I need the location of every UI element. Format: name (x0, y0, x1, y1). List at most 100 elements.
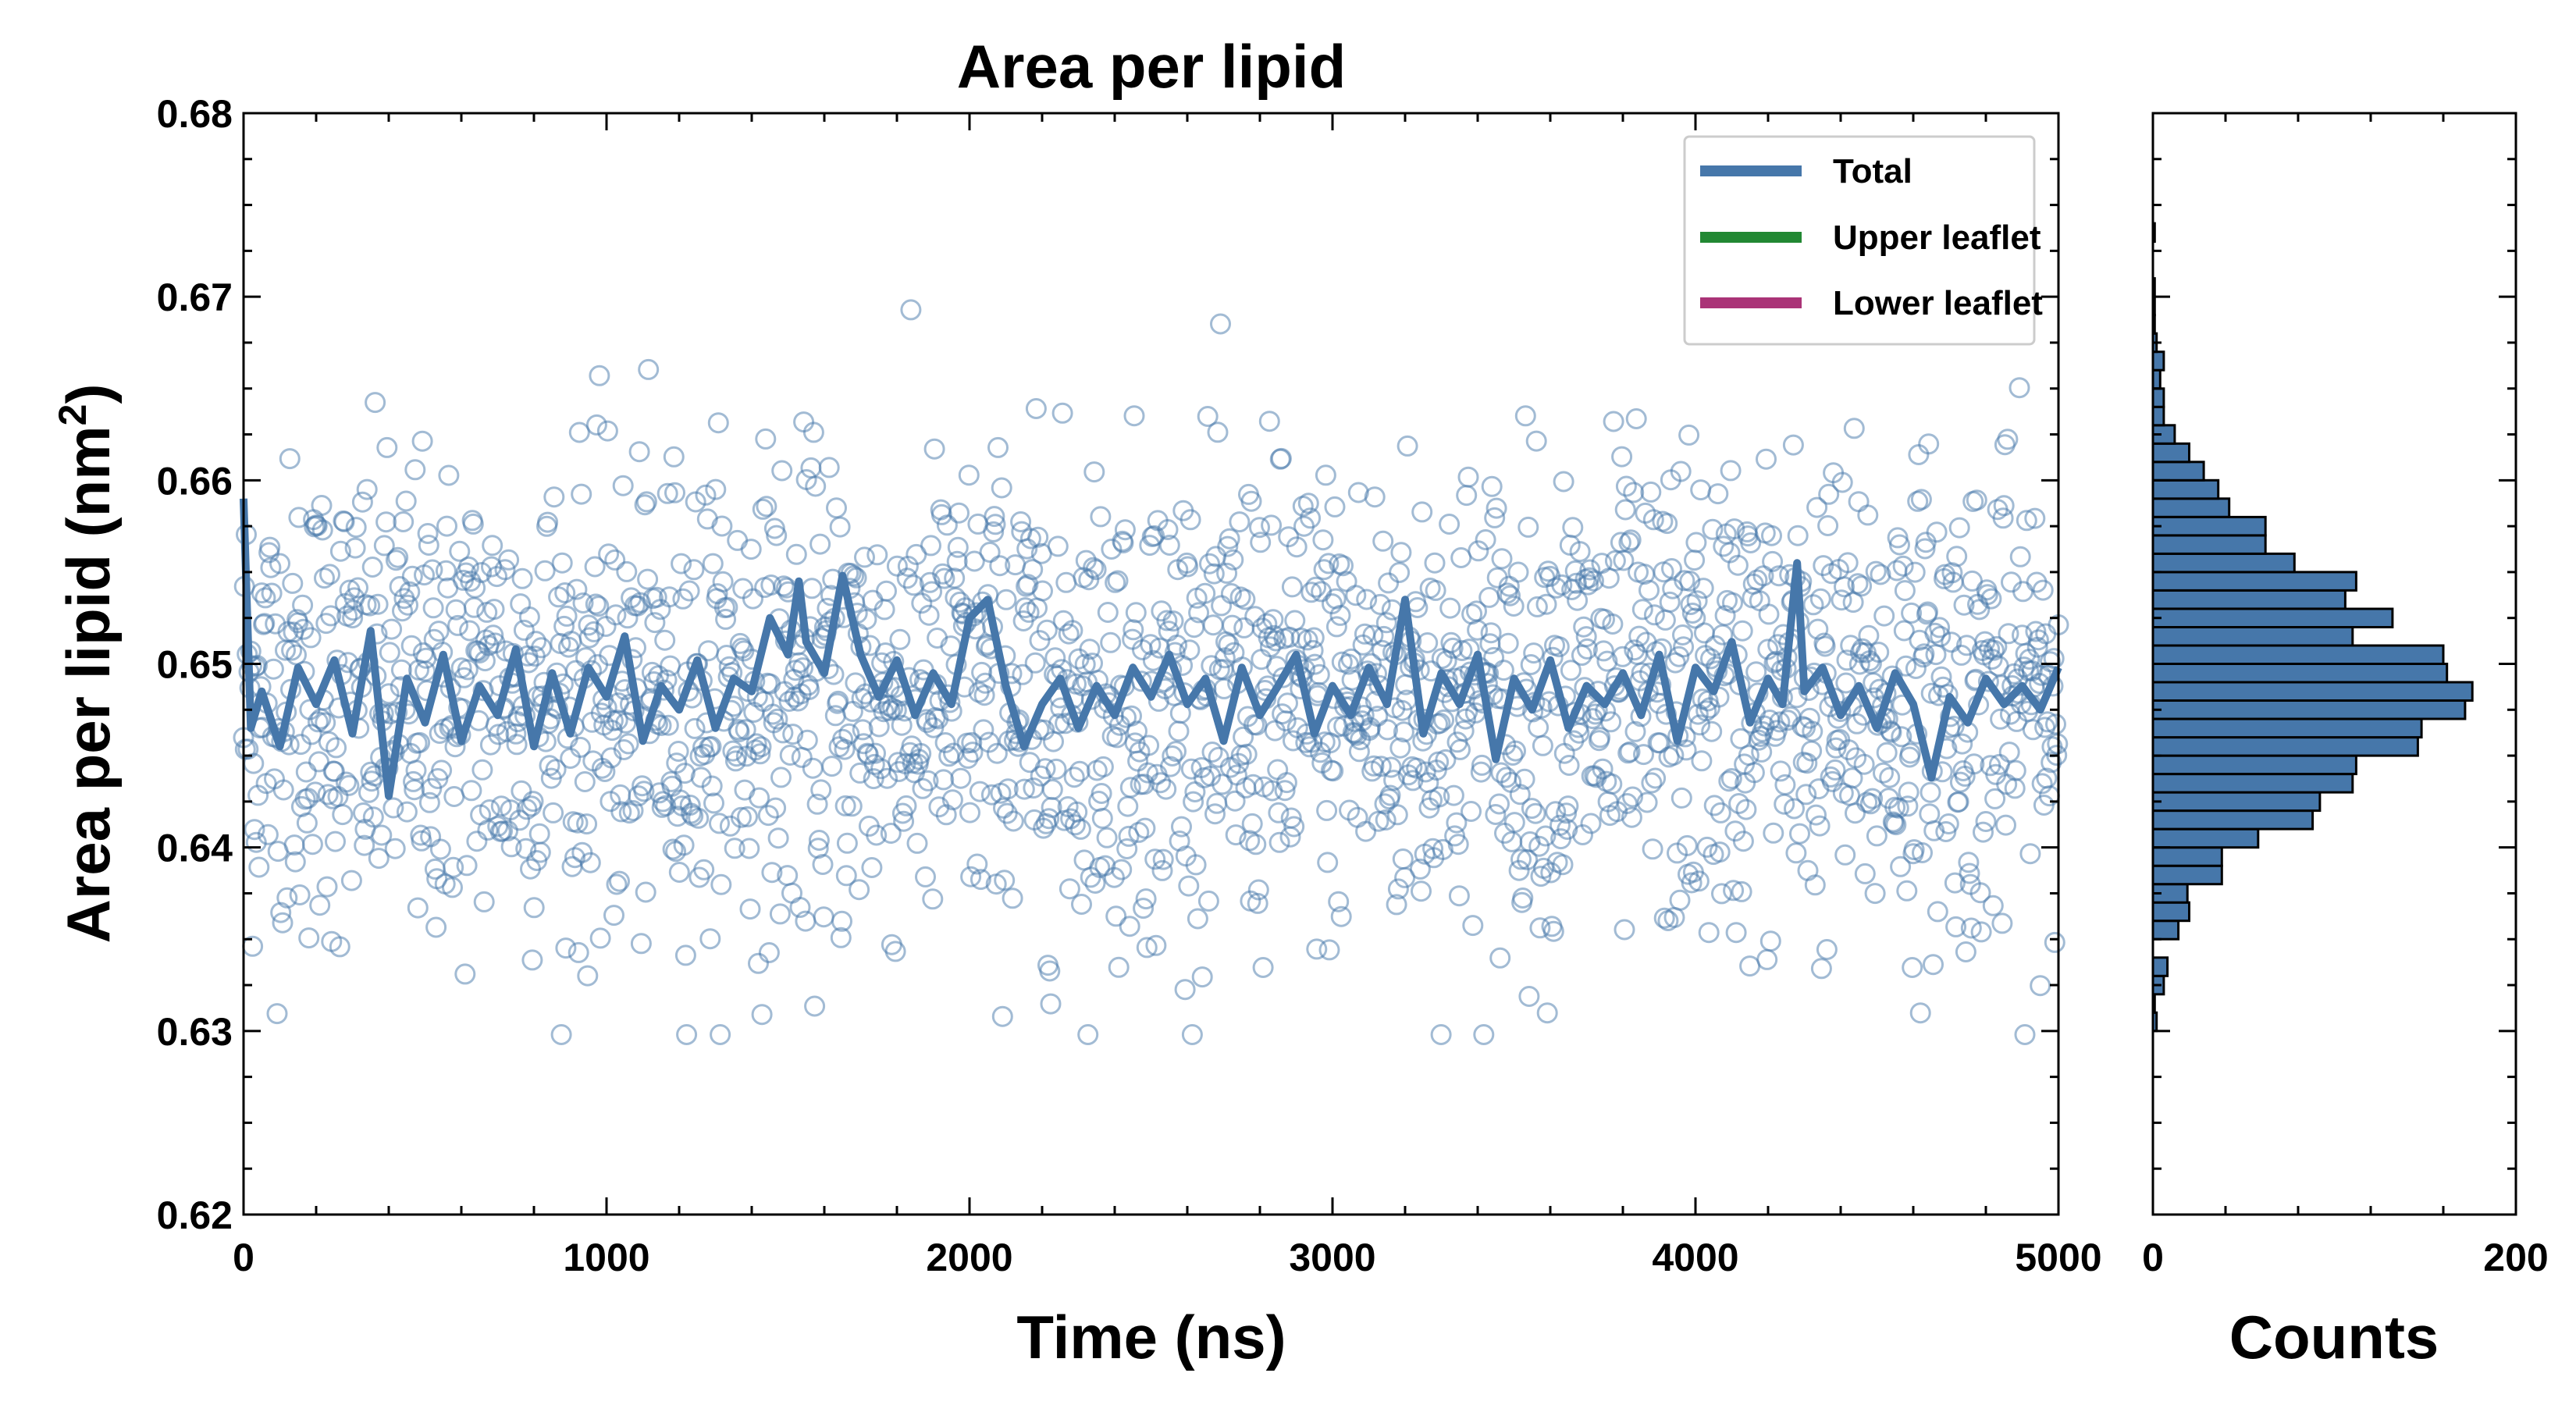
scatter-point (2027, 629, 2049, 651)
scatter-point (1720, 460, 1742, 482)
scatter-point (1085, 559, 1107, 581)
scatter-point (555, 937, 577, 959)
scatter-point (1633, 744, 1654, 766)
scatter-point (1097, 602, 1119, 623)
scatter-point (1642, 509, 1664, 531)
x-tick-label: 2000 (926, 1236, 1012, 1279)
scatter-point (1092, 756, 1114, 777)
scatter-point (1112, 532, 1134, 553)
scatter-point (1429, 786, 1450, 808)
scatter-point (395, 490, 417, 512)
scatter-point (2031, 773, 2053, 795)
scatter-point (1409, 858, 1431, 880)
scatter-point (1108, 956, 1130, 978)
scatter-point (301, 724, 322, 745)
scatter-point (1134, 817, 1156, 839)
scatter-point (750, 736, 772, 758)
scatter-point (1010, 511, 1032, 532)
scatter-point (1435, 749, 1457, 770)
scatter-point (722, 740, 744, 762)
scatter-point (368, 848, 390, 870)
scatter-point (835, 865, 857, 887)
scatter-point (578, 614, 600, 636)
scatter-point (1197, 890, 1219, 912)
scatter-point (1806, 804, 1827, 826)
scatter-point (393, 511, 415, 532)
scatter-point (1578, 574, 1599, 596)
scatter-point (1138, 735, 1160, 756)
scatter-point (1058, 623, 1080, 645)
scatter-point (984, 506, 1005, 528)
main-plot: Area per lipid 0 1000 2000 3000 4000 5000 0.6… (51, 32, 2102, 1371)
scatter-point (568, 941, 589, 963)
scatter-point (724, 838, 745, 859)
x-tick-label: 3000 (1289, 1236, 1375, 1279)
scatter-point (726, 745, 748, 767)
scatter-point (1945, 916, 1967, 937)
scatter-point (588, 596, 610, 617)
scatter-point (1711, 883, 1732, 905)
scatter-point (466, 831, 488, 852)
histogram-bar (2151, 552, 2296, 574)
scatter-point (1145, 934, 1167, 956)
scatter-point (2041, 752, 2062, 774)
scatter-point (765, 797, 787, 819)
scatter-point (1845, 802, 1866, 824)
scatter-point (1424, 552, 1446, 574)
scatter-point (1375, 612, 1397, 634)
scatter-point (471, 562, 493, 583)
scatter-point (1920, 781, 1941, 803)
histogram-bar (2151, 717, 2423, 739)
scatter-point (1306, 938, 1328, 960)
legend-label-lower-leaflet: Lower leaflet (1833, 284, 2043, 322)
scatter-point (1980, 588, 2002, 610)
scatter-point (1927, 901, 1948, 923)
scatter-point (1799, 707, 1820, 729)
x-tick-label: 1000 (563, 1236, 649, 1279)
scatter-point (989, 555, 1011, 577)
scatter-point (832, 728, 854, 750)
scatter-point (1156, 610, 1178, 631)
scatter-point (1370, 756, 1392, 777)
scatter-point (1520, 654, 1542, 675)
scatter-point (1782, 434, 1804, 456)
scatter-point (318, 731, 340, 752)
scatter-point (1885, 814, 1907, 836)
scatter-point (276, 887, 298, 909)
scatter-point (933, 769, 955, 791)
scatter-point (1430, 1024, 1452, 1045)
scatter-point (1675, 739, 1697, 761)
scatter-point (1002, 810, 1024, 832)
scatter-point (1774, 774, 1796, 795)
scatter-point (1475, 529, 1496, 550)
scatter-point (1535, 825, 1557, 847)
y-tick-label: 0.65 (157, 643, 233, 687)
scatter-point (1481, 475, 1503, 497)
scatter-point (810, 779, 832, 801)
scatter-point (757, 805, 779, 827)
scatter-point (957, 747, 979, 769)
scatter-point (1328, 891, 1350, 912)
scatter-point (1397, 435, 1418, 457)
legend-item-upper-leaflet: Upper leaflet (1700, 219, 2041, 257)
scatter-point (934, 567, 955, 589)
histogram-bar (2151, 534, 2267, 555)
scatter-point (1640, 481, 1662, 503)
scatter-point (244, 819, 265, 841)
scatter-point (921, 581, 943, 603)
scatter-point (473, 891, 495, 912)
scatter-point (854, 546, 875, 568)
scatter-point (788, 652, 810, 674)
scatter-point (1535, 593, 1557, 615)
scatter-point (1975, 811, 1997, 832)
scatter-point (425, 916, 447, 938)
scatter-point (471, 759, 493, 781)
scatter-point (778, 691, 800, 712)
scatter-point (1890, 855, 1912, 877)
scatter-point (300, 627, 322, 649)
scatter-point (1489, 793, 1510, 815)
scatter-point (1917, 601, 1938, 623)
scatter-point (529, 841, 551, 863)
scatter-point (1484, 507, 1506, 528)
scatter-point (657, 714, 679, 736)
